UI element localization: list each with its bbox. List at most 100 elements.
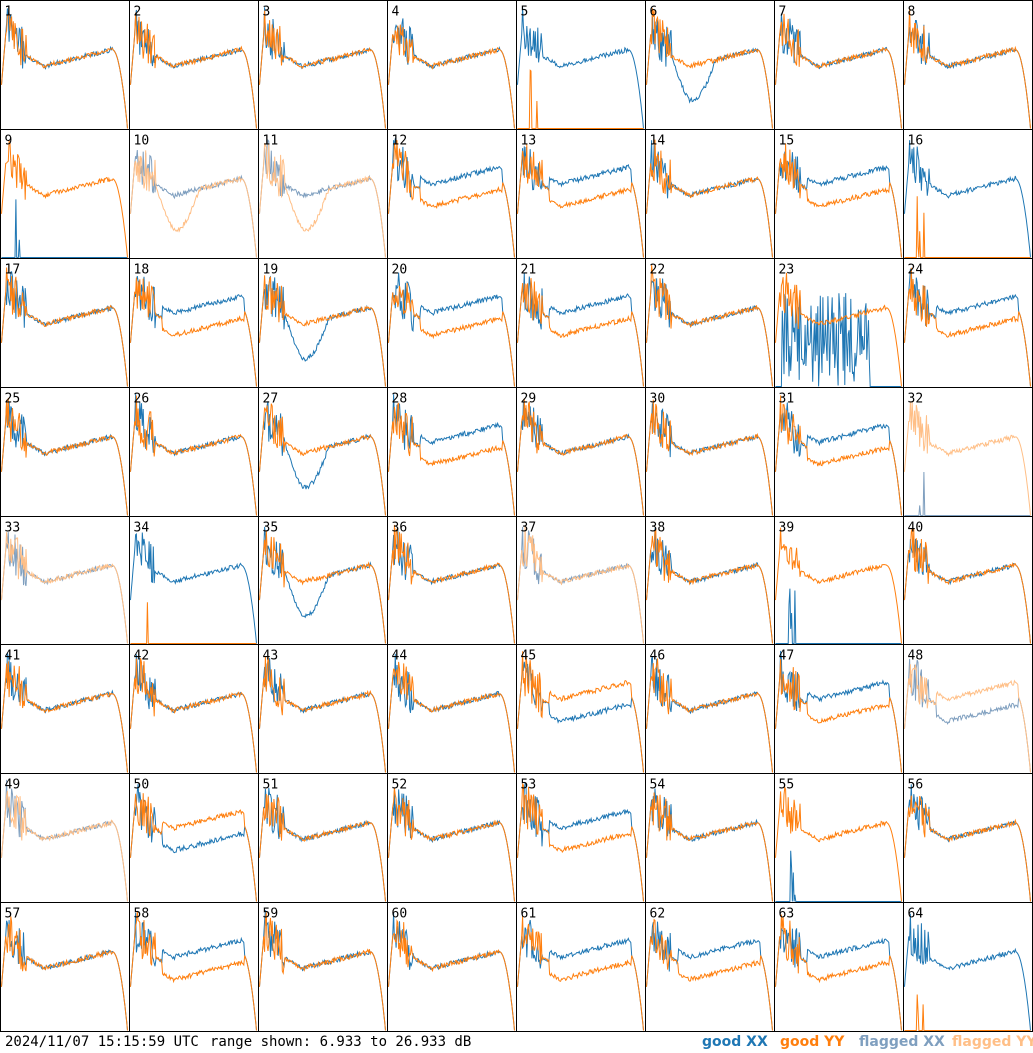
series-xx (904, 471, 1031, 516)
tile-16: 16 (903, 129, 1033, 259)
tile-label: 21 (521, 263, 537, 278)
tile-label: 44 (392, 649, 408, 664)
tile-label: 48 (908, 649, 924, 664)
tile-label: 40 (908, 521, 924, 536)
tile-frame (645, 644, 775, 774)
series-yy (1, 397, 128, 516)
tile-62: 62 (645, 902, 775, 1032)
series-yy (775, 395, 902, 516)
tile-label: 63 (779, 907, 795, 922)
tile-frame (903, 516, 1033, 645)
tile-label: 36 (392, 521, 408, 536)
tile-33: 33 (0, 516, 130, 645)
tile-frame (645, 258, 775, 388)
tile-frame (0, 258, 130, 388)
tile-frame (258, 0, 388, 130)
tile-label: 7 (779, 5, 787, 20)
tile-45: 45 (516, 644, 646, 774)
series-xx (517, 919, 644, 1031)
tile-49: 49 (0, 773, 130, 903)
tile-63: 63 (774, 902, 904, 1032)
tile-32: 32 (903, 387, 1033, 517)
series-yy (904, 401, 1031, 516)
tile-47: 47 (774, 644, 904, 774)
tile-label: 64 (908, 907, 924, 922)
tile-frame (387, 902, 517, 1032)
series-yy (904, 267, 1031, 387)
series-yy (517, 278, 644, 387)
tile-28: 28 (387, 387, 517, 517)
tile-label: 8 (908, 5, 916, 20)
series-yy (646, 658, 773, 773)
tile-frame (129, 516, 259, 645)
tile-label: 50 (134, 778, 150, 793)
tile-label: 26 (134, 392, 150, 407)
series-xx (646, 528, 773, 644)
tile-label: 46 (650, 649, 666, 664)
tile-7: 7 (774, 0, 904, 130)
series-yy (259, 10, 386, 129)
tile-frame (387, 258, 517, 388)
series-yy (775, 143, 902, 258)
series-xx (775, 927, 902, 1031)
series-xx (517, 146, 644, 258)
tile-label: 4 (392, 5, 400, 20)
series-yy (517, 398, 644, 516)
tile-label: 6 (650, 5, 658, 20)
tile-12: 12 (387, 129, 517, 259)
tile-9: 9 (0, 129, 130, 259)
tile-frame (516, 902, 646, 1032)
series-yy (646, 528, 773, 644)
series-xx (775, 588, 902, 644)
series-yy (775, 785, 902, 902)
tile-frame (645, 129, 775, 259)
tile-26: 26 (129, 387, 259, 517)
tile-label: 32 (908, 392, 924, 407)
tile-label: 17 (5, 263, 21, 278)
footer: 2024/11/07 15:15:59 UTC range shown: 6.9… (0, 1032, 1033, 1053)
series-yy (259, 793, 386, 902)
timestamp: 2024/11/07 15:15:59 UTC (5, 1034, 199, 1050)
tile-frame (516, 516, 646, 645)
tile-label: 38 (650, 521, 666, 536)
series-yy (646, 792, 773, 902)
tile-label: 31 (779, 392, 795, 407)
series-xx (130, 912, 257, 1031)
tile-36: 36 (387, 516, 517, 645)
series-xx (517, 7, 644, 129)
series-yy (646, 139, 773, 258)
tile-frame (258, 644, 388, 774)
tile-frame (774, 773, 904, 903)
tile-38: 38 (645, 516, 775, 645)
series-xx (388, 527, 515, 644)
tile-frame (258, 129, 388, 259)
tile-35: 35 (258, 516, 388, 645)
tile-label: 59 (263, 907, 279, 922)
tile-label: 53 (521, 778, 537, 793)
tile-frame (774, 902, 904, 1032)
tile-label: 14 (650, 134, 666, 149)
series-xx (1, 199, 128, 258)
series-xx (646, 921, 773, 1031)
series-yy (130, 395, 257, 516)
tile-44: 44 (387, 644, 517, 774)
tile-15: 15 (774, 129, 904, 259)
tile-label: 57 (5, 907, 21, 922)
tile-label: 33 (5, 521, 21, 536)
tile-50: 50 (129, 773, 259, 903)
tile-label: 56 (908, 778, 924, 793)
tile-frame (129, 129, 259, 259)
series-xx (130, 532, 257, 644)
series-yy (130, 150, 257, 258)
series-yy (388, 24, 515, 129)
tile-frame (258, 773, 388, 903)
tile-48: 48 (903, 644, 1033, 774)
series-yy (775, 914, 902, 1031)
tile-frame (129, 258, 259, 388)
series-xx (517, 272, 644, 387)
tile-frame (645, 387, 775, 517)
tile-frame (774, 387, 904, 517)
tile-label: 19 (263, 263, 279, 278)
series-yy (388, 140, 515, 258)
tile-label: 39 (779, 521, 795, 536)
